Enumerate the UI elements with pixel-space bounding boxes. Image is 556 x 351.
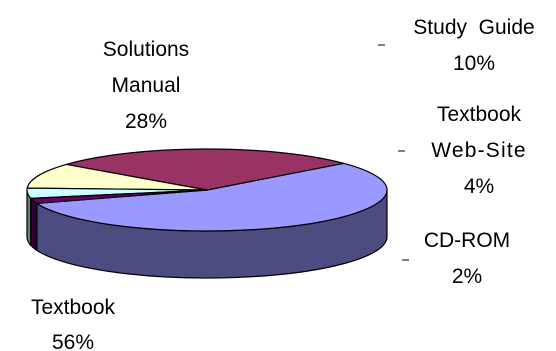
pie-top-faces [26,148,388,232]
pie-side-cd-rom [30,197,38,251]
label-web-site-value: 4% [464,175,494,198]
pie-slice-study-guide [26,163,208,191]
pie-slice-cd-rom [30,189,208,204]
pie-slice-textbook [36,162,388,232]
label-web-site-name-line1: Textbook [437,103,522,126]
label-textbook-value: 56% [52,331,94,351]
label-study-guide-name: Study Guide [413,16,534,39]
label-solutions-manual-name-line1: Solutions [103,38,189,61]
label-study-guide-value: 10% [453,52,495,75]
label-web-site-name-line2: Web-Site [431,139,527,162]
label-solutions-manual-value: 28% [125,110,167,133]
label-cd-rom-value: 2% [452,265,482,288]
label-cd-rom-name: CD-ROM [424,229,510,252]
label-solutions-manual-name-line2: Manual [112,74,181,97]
label-textbook-name: Textbook [31,296,116,319]
pie-slice-solutions-manual [65,148,345,191]
